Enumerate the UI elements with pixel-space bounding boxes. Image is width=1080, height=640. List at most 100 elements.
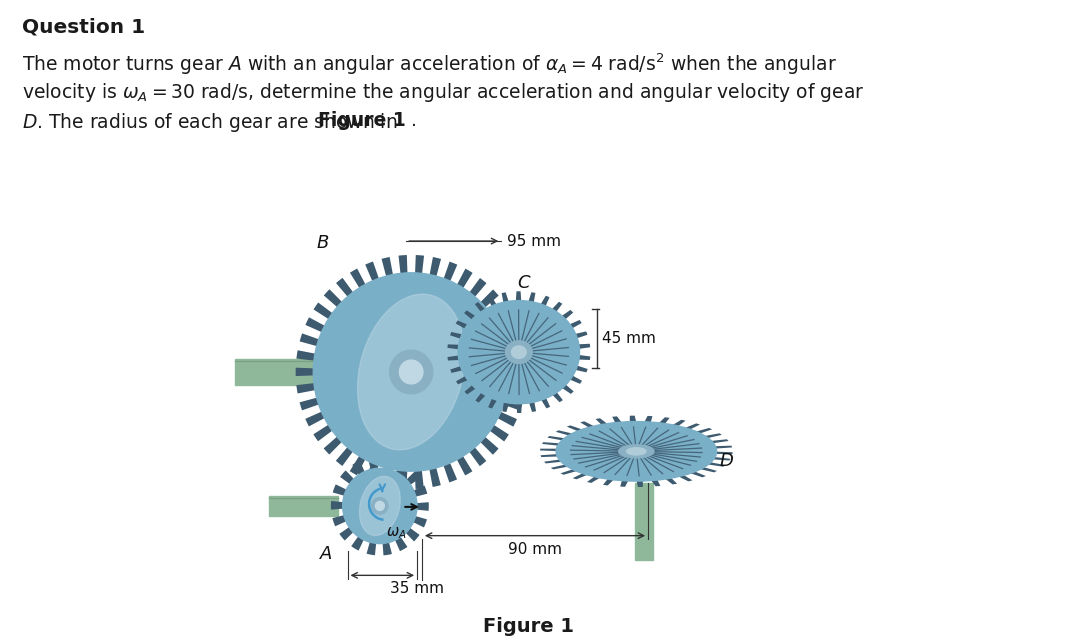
Polygon shape xyxy=(548,387,563,402)
Circle shape xyxy=(390,350,433,394)
Polygon shape xyxy=(706,451,732,454)
Polygon shape xyxy=(556,380,573,394)
Circle shape xyxy=(400,360,423,384)
Polygon shape xyxy=(556,310,573,324)
Polygon shape xyxy=(456,321,474,332)
Polygon shape xyxy=(551,463,577,469)
Wedge shape xyxy=(296,367,411,376)
Text: $D$. The radius of each gear are shown in: $D$. The radius of each gear are shown i… xyxy=(22,111,399,134)
Polygon shape xyxy=(667,420,686,429)
Wedge shape xyxy=(350,269,411,372)
Wedge shape xyxy=(411,269,473,372)
Polygon shape xyxy=(702,439,729,444)
Wedge shape xyxy=(411,372,457,483)
Polygon shape xyxy=(705,445,732,449)
Wedge shape xyxy=(368,456,380,506)
Polygon shape xyxy=(679,424,700,432)
Text: $\omega_A$: $\omega_A$ xyxy=(387,525,407,541)
Wedge shape xyxy=(365,262,411,372)
Wedge shape xyxy=(411,368,527,376)
Wedge shape xyxy=(336,372,411,466)
Wedge shape xyxy=(313,303,411,372)
Wedge shape xyxy=(324,289,411,372)
Wedge shape xyxy=(411,289,499,372)
Text: A: A xyxy=(320,545,333,563)
Wedge shape xyxy=(324,372,411,454)
FancyArrow shape xyxy=(235,359,319,385)
Wedge shape xyxy=(313,372,411,441)
Wedge shape xyxy=(339,506,380,541)
Polygon shape xyxy=(541,454,567,457)
Polygon shape xyxy=(569,364,588,372)
Polygon shape xyxy=(564,372,582,384)
Polygon shape xyxy=(697,433,721,440)
Text: 95 mm: 95 mm xyxy=(508,234,562,248)
Text: 90 mm: 90 mm xyxy=(508,541,562,557)
Polygon shape xyxy=(527,396,536,412)
Polygon shape xyxy=(464,310,481,324)
Wedge shape xyxy=(352,461,380,506)
Wedge shape xyxy=(411,372,472,476)
Wedge shape xyxy=(411,262,457,372)
Ellipse shape xyxy=(512,346,526,358)
Polygon shape xyxy=(501,292,511,308)
Polygon shape xyxy=(544,458,570,463)
Polygon shape xyxy=(447,344,467,350)
Polygon shape xyxy=(568,332,588,340)
Polygon shape xyxy=(571,354,591,360)
Polygon shape xyxy=(673,472,692,481)
Wedge shape xyxy=(380,506,427,527)
Polygon shape xyxy=(516,397,522,413)
FancyArrow shape xyxy=(635,483,653,561)
Polygon shape xyxy=(561,467,584,475)
Circle shape xyxy=(313,273,509,471)
Ellipse shape xyxy=(458,301,580,404)
Polygon shape xyxy=(704,456,730,461)
Ellipse shape xyxy=(360,476,401,536)
Polygon shape xyxy=(515,291,522,307)
Ellipse shape xyxy=(626,448,646,455)
Text: Question 1: Question 1 xyxy=(22,18,145,37)
Polygon shape xyxy=(450,332,469,341)
Polygon shape xyxy=(475,387,490,403)
Polygon shape xyxy=(688,428,712,436)
Wedge shape xyxy=(336,278,411,372)
Polygon shape xyxy=(643,416,652,426)
Text: .: . xyxy=(411,111,417,130)
Wedge shape xyxy=(380,502,429,511)
Polygon shape xyxy=(636,477,643,487)
Polygon shape xyxy=(620,477,630,487)
Wedge shape xyxy=(306,372,411,426)
Ellipse shape xyxy=(619,445,654,458)
Wedge shape xyxy=(333,506,380,526)
Polygon shape xyxy=(538,392,550,408)
Wedge shape xyxy=(381,257,411,372)
Ellipse shape xyxy=(357,294,464,450)
Polygon shape xyxy=(456,372,474,385)
FancyArrow shape xyxy=(269,496,338,516)
Polygon shape xyxy=(580,421,599,431)
Polygon shape xyxy=(464,381,482,394)
Polygon shape xyxy=(630,415,637,425)
Wedge shape xyxy=(306,317,411,372)
Polygon shape xyxy=(502,396,511,412)
Wedge shape xyxy=(399,255,411,372)
Polygon shape xyxy=(538,296,550,312)
Polygon shape xyxy=(692,465,717,472)
Wedge shape xyxy=(381,372,411,487)
Text: B: B xyxy=(316,234,329,252)
Wedge shape xyxy=(411,372,526,394)
Polygon shape xyxy=(475,302,490,317)
Wedge shape xyxy=(411,372,517,427)
Polygon shape xyxy=(661,475,677,484)
Circle shape xyxy=(376,501,384,511)
Wedge shape xyxy=(411,317,517,372)
Wedge shape xyxy=(350,372,411,476)
Wedge shape xyxy=(330,501,380,509)
Wedge shape xyxy=(380,471,420,506)
Wedge shape xyxy=(411,303,509,372)
Polygon shape xyxy=(548,436,573,442)
Wedge shape xyxy=(411,333,523,372)
Wedge shape xyxy=(366,506,380,556)
Wedge shape xyxy=(411,372,423,489)
